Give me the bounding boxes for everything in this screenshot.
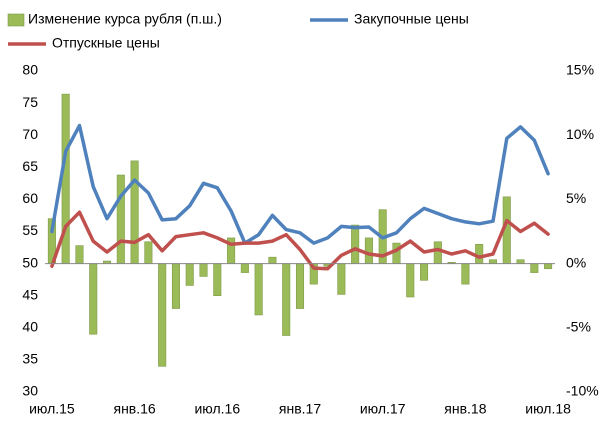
bar bbox=[144, 241, 153, 264]
y-tick-label: 65 bbox=[22, 158, 38, 174]
bar bbox=[199, 263, 208, 277]
y-tick-label: 30 bbox=[22, 383, 38, 399]
legend-label: Закупочные цены bbox=[354, 11, 469, 27]
bar bbox=[475, 244, 484, 264]
bar bbox=[89, 263, 98, 335]
bar bbox=[116, 174, 125, 264]
x-tick-label: июл.16 bbox=[194, 401, 240, 417]
bar bbox=[488, 259, 497, 264]
bar bbox=[213, 263, 222, 297]
bar bbox=[406, 263, 415, 298]
legend-swatch bbox=[7, 13, 25, 27]
x-tick-label: янв.18 bbox=[444, 401, 486, 417]
bar bbox=[295, 263, 305, 309]
line bbox=[50, 210, 550, 271]
y-tick-label: 70 bbox=[22, 126, 38, 142]
legend-label: Изменение курса рубля (п.ш.) bbox=[28, 11, 222, 27]
x-tick-label: июл.17 bbox=[360, 401, 406, 417]
y2-tick-label: 15% bbox=[566, 62, 594, 78]
bar bbox=[158, 263, 167, 367]
x-tick-label: июл.15 bbox=[29, 401, 75, 417]
bar bbox=[364, 237, 373, 264]
bar bbox=[392, 242, 401, 264]
bar bbox=[516, 259, 525, 264]
y-tick-label: 40 bbox=[22, 319, 38, 335]
line bbox=[50, 123, 550, 245]
y-tick-label: 50 bbox=[22, 254, 38, 270]
bar bbox=[351, 224, 360, 264]
y-tick-label: 55 bbox=[22, 222, 38, 238]
bar bbox=[544, 263, 553, 270]
bar bbox=[420, 263, 429, 281]
y2-tick-label: -5% bbox=[566, 319, 591, 335]
bar bbox=[337, 263, 346, 295]
bar bbox=[254, 263, 263, 316]
legend-label: Отпускные цены bbox=[52, 35, 160, 51]
bar bbox=[75, 245, 84, 264]
y-tick-label: 80 bbox=[22, 62, 38, 78]
bar bbox=[130, 160, 139, 264]
y-tick-label: 60 bbox=[22, 190, 38, 206]
y-tick-label: 75 bbox=[22, 94, 38, 110]
x-tick-label: янв.16 bbox=[113, 401, 155, 417]
y-tick-label: 45 bbox=[22, 286, 38, 302]
y2-tick-label: 5% bbox=[566, 190, 586, 206]
y2-tick-label: 0% bbox=[566, 254, 586, 270]
bar bbox=[171, 263, 180, 309]
x-tick-label: июл.18 bbox=[525, 401, 571, 417]
y-tick-label: 35 bbox=[22, 351, 38, 367]
y2-tick-label: 10% bbox=[566, 126, 594, 142]
bar bbox=[185, 263, 194, 286]
x-tick-label: янв.17 bbox=[279, 401, 321, 417]
bar bbox=[268, 256, 277, 264]
bar bbox=[530, 263, 539, 273]
bar bbox=[461, 263, 470, 285]
bar bbox=[282, 263, 291, 336]
y2-tick-label: -10% bbox=[566, 383, 599, 399]
bar bbox=[240, 263, 249, 273]
bar bbox=[433, 241, 442, 264]
